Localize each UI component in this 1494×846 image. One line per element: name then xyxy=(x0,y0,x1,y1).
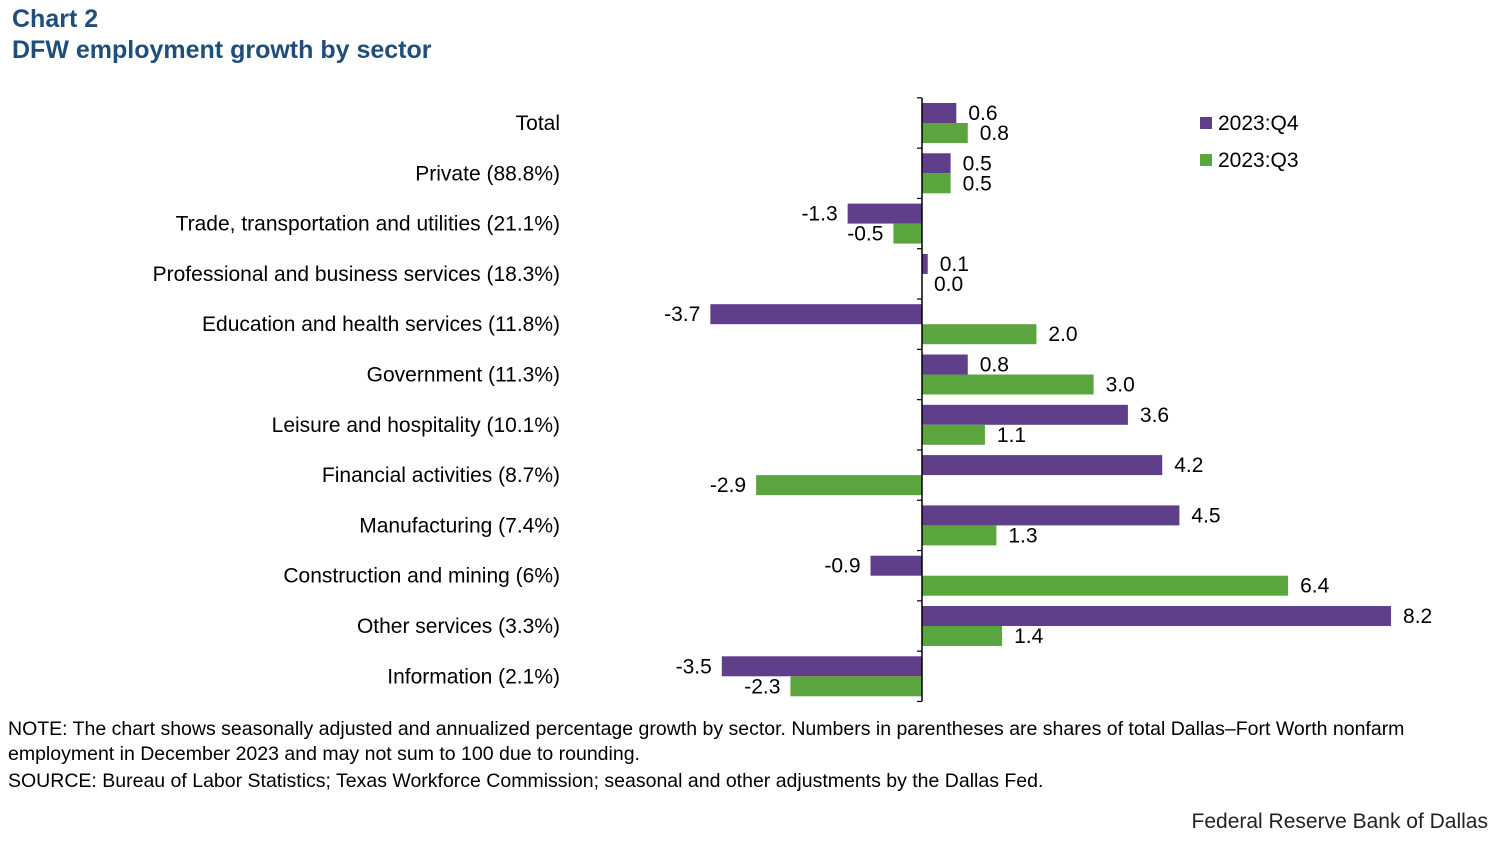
data-label-2023-q3-information-2-1: -2.3 xyxy=(744,675,780,698)
data-label-2023-q3-government-11-3: 3.0 xyxy=(1106,374,1135,397)
data-label-2023-q4-professional-and-business-services-18-3: 0.1 xyxy=(940,253,969,276)
data-label-2023-q4-trade-transportation-and-utilities-21-1: -1.3 xyxy=(801,203,837,226)
data-label-2023-q4-government-11-3: 0.8 xyxy=(980,354,1009,377)
chart-title: DFW employment growth by sector xyxy=(12,36,432,64)
data-label-2023-q4-manufacturing-7-4: 4.5 xyxy=(1191,504,1220,527)
bar-2023-q3-total xyxy=(922,123,968,143)
chart-heading: Chart 2 DFW employment growth by sector xyxy=(12,4,431,66)
category-label-professional-and-business-services-18-3: Professional and business services (18.3… xyxy=(153,263,560,286)
bar-2023-q4-trade-transportation-and-utilities-21-1 xyxy=(847,203,922,224)
bar-2023-q3-construction-and-mining-6 xyxy=(922,575,1289,596)
chart-number: Chart 2 xyxy=(12,5,99,33)
data-label-2023-q4-construction-and-mining-6: -0.9 xyxy=(824,555,860,578)
bar-2023-q3-government-11-3 xyxy=(922,374,1094,395)
category-label-total: Total xyxy=(516,112,560,135)
bar-2023-q3-trade-transportation-and-utilities-21-1 xyxy=(893,223,922,244)
data-label-2023-q4-information-2-1: -3.5 xyxy=(676,655,712,678)
category-label-manufacturing-7-4: Manufacturing (7.4%) xyxy=(359,514,560,537)
bar-2023-q4-manufacturing-7-4 xyxy=(922,505,1180,526)
category-label-trade-transportation-and-utilities-21-1: Trade, transportation and utilities (21.… xyxy=(176,213,560,236)
data-label-2023-q3-financial-activities-8-7: -2.9 xyxy=(710,474,746,497)
category-label-private-88-8: Private (88.8%) xyxy=(415,162,560,185)
category-label-government-11-3: Government (11.3%) xyxy=(367,364,560,387)
data-label-2023-q3-other-services-3-3: 1.4 xyxy=(1014,625,1044,648)
data-label-2023-q4-other-services-3-3: 8.2 xyxy=(1403,605,1432,628)
category-label-information-2-1: Information (2.1%) xyxy=(387,665,560,688)
bar-2023-q3-leisure-and-hospitality-10-1 xyxy=(922,424,985,445)
legend-label-2023-q3: 2023:Q3 xyxy=(1218,149,1299,172)
bar-2023-q4-government-11-3 xyxy=(922,354,968,375)
bar-2023-q4-private-88-8 xyxy=(922,153,951,174)
bar-2023-q4-leisure-and-hospitality-10-1 xyxy=(922,404,1128,425)
data-label-2023-q3-construction-and-mining-6: 6.4 xyxy=(1300,575,1330,598)
data-label-2023-q4-private-88-8: 0.5 xyxy=(963,152,992,175)
legend-label-2023-q4: 2023:Q4 xyxy=(1218,112,1299,135)
bar-2023-q3-information-2-1 xyxy=(790,676,922,697)
bar-2023-q4-information-2-1 xyxy=(721,656,922,677)
category-label-education-and-health-services-11-8: Education and health services (11.8%) xyxy=(202,313,560,336)
bar-2023-q3-financial-activities-8-7 xyxy=(756,475,922,496)
bar-2023-q4-construction-and-mining-6 xyxy=(870,555,922,576)
bar-2023-q4-education-and-health-services-11-8 xyxy=(710,304,922,325)
bar-2023-q3-private-88-8 xyxy=(922,173,951,194)
data-label-2023-q4-education-and-health-services-11-8: -3.7 xyxy=(664,303,700,326)
bar-2023-q4-other-services-3-3 xyxy=(922,606,1392,626)
note-text: NOTE: The chart shows seasonally adjuste… xyxy=(8,718,1405,765)
source-text: SOURCE: Bureau of Labor Statistics; Texa… xyxy=(8,770,1044,792)
category-label-leisure-and-hospitality-10-1: Leisure and hospitality (10.1%) xyxy=(272,414,560,437)
bar-2023-q4-financial-activities-8-7 xyxy=(922,455,1163,476)
footer-brand: Federal Reserve Bank of Dallas xyxy=(1191,810,1488,833)
data-label-2023-q3-total: 0.8 xyxy=(980,122,1009,145)
data-label-2023-q4-financial-activities-8-7: 4.2 xyxy=(1174,454,1203,477)
chart-notes: NOTE: The chart shows seasonally adjuste… xyxy=(8,717,1478,794)
bar-2023-q4-professional-and-business-services-18-3 xyxy=(922,253,928,274)
data-label-2023-q3-private-88-8: 0.5 xyxy=(963,172,992,195)
data-label-2023-q3-professional-and-business-services-18-3: 0.0 xyxy=(934,273,963,296)
bars-layer xyxy=(710,103,1392,697)
zero-axis xyxy=(917,97,923,703)
data-label-2023-q4-total: 0.6 xyxy=(968,102,997,125)
data-label-2023-q3-manufacturing-7-4: 1.3 xyxy=(1008,524,1037,547)
data-label-2023-q3-trade-transportation-and-utilities-21-1: -0.5 xyxy=(847,223,883,246)
category-label-construction-and-mining-6: Construction and mining (6%) xyxy=(283,565,560,588)
bar-2023-q3-education-and-health-services-11-8 xyxy=(922,324,1037,345)
bar-2023-q4-total xyxy=(922,103,957,123)
legend-swatch-2023-q4 xyxy=(1200,117,1212,129)
legend-swatch-2023-q3 xyxy=(1200,154,1212,166)
bar-2023-q3-other-services-3-3 xyxy=(922,626,1003,646)
category-label-other-services-3-3: Other services (3.3%) xyxy=(357,615,560,638)
legend: 2023:Q4 2023:Q3 xyxy=(1200,112,1299,172)
data-label-2023-q3-leisure-and-hospitality-10-1: 1.1 xyxy=(997,424,1026,447)
bar-2023-q3-manufacturing-7-4 xyxy=(922,525,997,546)
category-label-financial-activities-8-7: Financial activities (8.7%) xyxy=(322,464,560,487)
data-label-2023-q4-leisure-and-hospitality-10-1: 3.6 xyxy=(1140,404,1169,427)
data-label-2023-q3-education-and-health-services-11-8: 2.0 xyxy=(1048,323,1077,346)
